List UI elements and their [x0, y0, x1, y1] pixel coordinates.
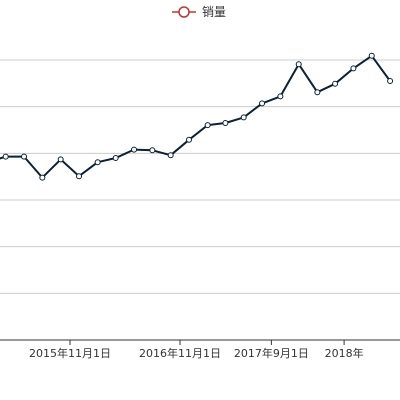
data-point[interactable]	[278, 94, 283, 99]
x-tick-label: 2015年11月1日	[29, 346, 111, 360]
data-point[interactable]	[113, 156, 118, 161]
data-point[interactable]	[388, 79, 393, 84]
data-point[interactable]	[351, 66, 356, 71]
data-point[interactable]	[58, 157, 63, 162]
data-point[interactable]	[187, 137, 192, 142]
data-point[interactable]	[205, 123, 210, 128]
data-point[interactable]	[3, 154, 8, 159]
legend-circle-marker	[179, 7, 189, 17]
series-layer	[0, 53, 393, 180]
data-point[interactable]	[168, 153, 173, 158]
data-point[interactable]	[22, 154, 27, 159]
data-point[interactable]	[315, 90, 320, 95]
grid-lines	[0, 60, 400, 340]
data-point[interactable]	[333, 81, 338, 86]
data-point[interactable]	[95, 160, 100, 165]
data-point[interactable]	[132, 147, 137, 152]
data-point[interactable]	[223, 121, 228, 126]
data-point[interactable]	[241, 115, 246, 120]
x-tick-label: 2017年9月1日	[234, 346, 309, 360]
x-tick-label: 2016年11月1日	[139, 346, 221, 360]
data-point[interactable]	[77, 174, 82, 179]
legend[interactable]: 销量	[172, 5, 226, 19]
x-tick-label: 2018年	[325, 346, 364, 360]
x-tick-labels: 2015年11月1日 2016年11月1日 2017年9月1日 2018年	[29, 346, 364, 360]
data-point[interactable]	[296, 62, 301, 67]
data-point[interactable]	[260, 101, 265, 106]
x-axis	[70, 340, 344, 345]
legend-label-series-0: 销量	[202, 5, 226, 19]
data-point[interactable]	[369, 53, 374, 58]
data-point[interactable]	[40, 175, 45, 180]
data-point[interactable]	[150, 148, 155, 153]
